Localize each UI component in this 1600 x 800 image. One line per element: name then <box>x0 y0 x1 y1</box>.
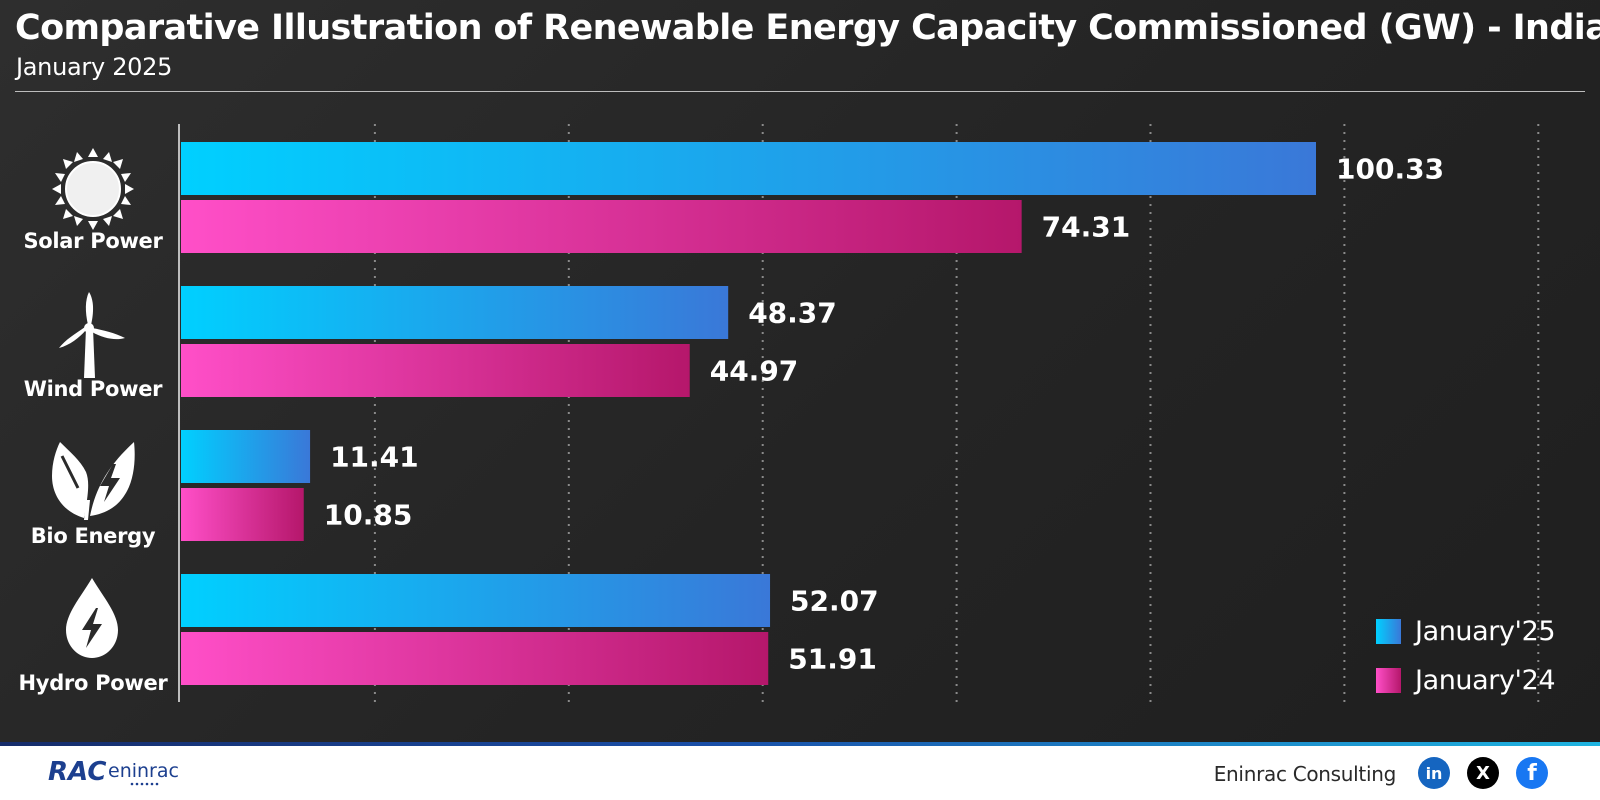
bar-solar-power-series-1 <box>181 142 1316 195</box>
value-label: 51.91 <box>788 643 877 676</box>
bar-wind-power-series-1 <box>181 286 729 339</box>
value-label: 10.85 <box>324 499 413 532</box>
value-label: 74.31 <box>1042 211 1131 244</box>
category-label-solar: Solar Power <box>23 229 163 253</box>
value-labels: 100.33 74.31 48.37 44.97 11.41 10.85 52.07 51.9… <box>324 153 1444 676</box>
bar-bio-energy-series-1 <box>181 430 311 483</box>
eninrac-logo: RAC eninrac <box>48 757 179 787</box>
linkedin-icon[interactable]: in <box>1418 757 1450 789</box>
legend-swatch-jan24 <box>1376 668 1401 693</box>
svg-text:eninrac: eninrac <box>108 760 179 782</box>
brand-name: Eninrac Consulting <box>1213 762 1397 786</box>
svg-text:RAC: RAC <box>48 757 106 787</box>
legend-item-jan24: January'24 <box>1376 656 1556 705</box>
category-label-bio: Bio Energy <box>30 524 156 548</box>
wind-turbine-icon <box>59 292 125 378</box>
water-drop-bolt-icon <box>66 578 118 658</box>
footer-accent-band <box>0 742 1600 746</box>
value-label: 48.37 <box>748 297 837 330</box>
bar-chart: 100.33 74.31 48.37 44.97 11.41 10.85 52.07 51.9… <box>178 124 1540 702</box>
category-label-hydro: Hydro Power <box>18 671 168 695</box>
legend-swatch-jan25 <box>1376 619 1401 644</box>
bar-bio-energy-series-2 <box>181 488 304 541</box>
leaf-bolt-icon <box>52 442 135 520</box>
legend: January'25 January'24 <box>1376 607 1556 705</box>
legend-label-jan24: January'24 <box>1415 665 1556 696</box>
legend-item-jan25: January'25 <box>1376 607 1556 656</box>
bar-hydro-power-series-2 <box>181 632 769 685</box>
x-icon[interactable]: X <box>1467 757 1499 789</box>
facebook-icon[interactable]: f <box>1516 757 1548 789</box>
bar-hydro-power-series-1 <box>181 574 771 627</box>
chart-subtitle: January 2025 <box>16 53 173 81</box>
footer: RAC eninrac Eninrac Consulting in X f <box>0 746 1600 800</box>
bars <box>181 142 1316 685</box>
legend-label-jan25: January'25 <box>1415 616 1556 647</box>
value-label: 11.41 <box>330 441 419 474</box>
chart-title: Comparative Illustration of Renewable En… <box>15 8 1600 48</box>
bar-wind-power-series-2 <box>181 344 690 397</box>
value-label: 100.33 <box>1336 153 1444 186</box>
sun-icon <box>52 148 134 230</box>
bar-solar-power-series-2 <box>181 200 1022 253</box>
value-label: 52.07 <box>790 585 879 618</box>
value-label: 44.97 <box>710 355 799 388</box>
category-label-wind: Wind Power <box>23 377 163 401</box>
title-divider <box>15 91 1585 92</box>
